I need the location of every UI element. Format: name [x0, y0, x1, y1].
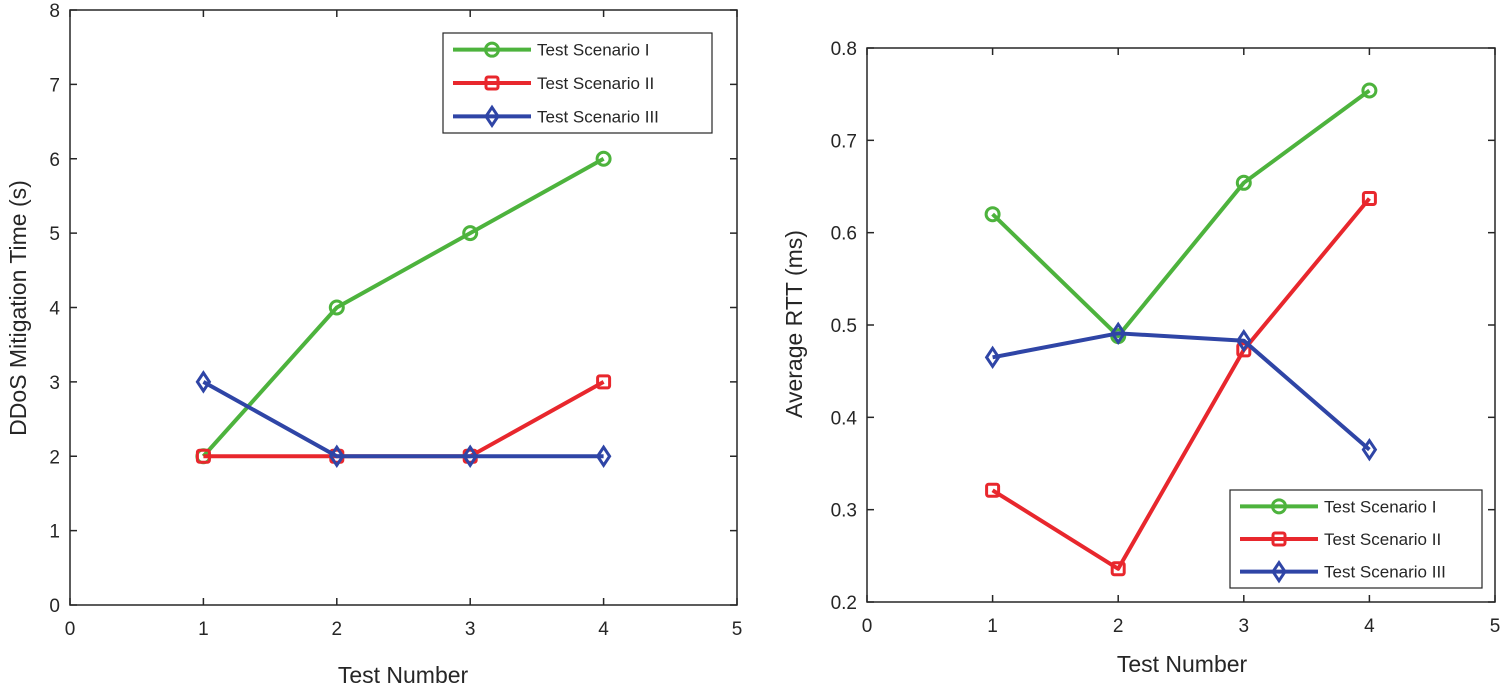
data-point	[1110, 321, 1127, 346]
x-tick-label: 3	[465, 619, 476, 640]
y-tick-label: 3	[49, 373, 60, 394]
data-point	[984, 345, 1001, 370]
x-tick-label: 0	[862, 616, 873, 637]
data-point	[195, 448, 211, 464]
x-tick-label: 4	[598, 619, 609, 640]
series-line	[201, 157, 605, 458]
x-tick-label: 5	[1490, 616, 1501, 637]
data-point	[1235, 174, 1252, 191]
data-point	[195, 370, 212, 394]
y-tick-label: 0.2	[831, 593, 857, 614]
y-tick-label: 1	[49, 522, 60, 543]
data-point	[1110, 561, 1126, 577]
legend-marker	[484, 75, 500, 91]
legend: Test Scenario I Test Scenario II Test Scen…	[442, 32, 713, 134]
y-tick-label: 4	[49, 299, 60, 320]
y-tick-label: 0.6	[831, 224, 857, 245]
y-tick-label: 8	[49, 1, 60, 22]
data-point	[984, 206, 1001, 223]
y-tick-label: 0.8	[831, 39, 857, 60]
legend-label: Test Scenario II	[537, 74, 654, 93]
y-tick-label: 0.4	[831, 408, 858, 429]
data-point	[328, 299, 345, 316]
series-2	[985, 191, 1377, 577]
data-point	[1361, 82, 1378, 99]
y-axis-label: Average RTT (ms)	[781, 230, 807, 418]
legend-label: Test Scenario I	[1324, 497, 1436, 516]
series-line	[202, 380, 604, 459]
data-point	[595, 150, 612, 167]
y-axis-label: DDoS Mitigation Time (s)	[5, 180, 31, 436]
y-tick-label: 0.5	[831, 316, 857, 337]
legend-marker	[484, 41, 500, 58]
chart-2: 0 1 2 3 4 5 0.2 0.3 0.4 0.5 0.6 0.7 0.8 Test Number Av…	[781, 39, 1500, 677]
data-point	[328, 444, 345, 468]
legend-marker	[1271, 498, 1287, 515]
series-line	[991, 88, 1371, 339]
series-line	[991, 197, 1371, 571]
x-axis-label: Test Number	[338, 662, 469, 687]
series-1	[984, 82, 1378, 345]
data-point	[985, 482, 1001, 498]
x-tick-label: 0	[65, 619, 76, 640]
y-tick-label: 0	[49, 596, 60, 617]
data-point	[1361, 437, 1378, 462]
data-point	[1236, 342, 1252, 358]
y-tick-label: 7	[49, 75, 60, 96]
data-point	[462, 444, 479, 468]
legend: Test Scenario I Test Scenario II Test Scen…	[1229, 489, 1483, 589]
series-3	[984, 321, 1378, 462]
x-tick-label: 4	[1364, 616, 1375, 637]
data-point	[1361, 191, 1377, 207]
legend-label: Test Scenario I	[537, 41, 649, 60]
legend-marker	[484, 104, 500, 129]
y-tick-label: 6	[49, 150, 60, 171]
legend-label: Test Scenario II	[1324, 530, 1441, 549]
legend-label: Test Scenario III	[537, 107, 659, 126]
legend-label: Test Scenario III	[1324, 563, 1446, 582]
y-tick-label: 0.3	[831, 501, 857, 522]
legend-marker	[1271, 559, 1287, 584]
y-tick-label: 5	[49, 224, 60, 245]
series-line	[992, 331, 1371, 452]
x-tick-label: 1	[198, 619, 209, 640]
series-3	[195, 370, 612, 468]
x-tick-label: 5	[732, 619, 743, 640]
data-point	[1235, 328, 1252, 353]
x-tick-label: 1	[987, 616, 998, 637]
x-axis-label: Test Number	[1117, 651, 1248, 677]
data-point	[596, 374, 612, 390]
y-tick-label: 0.7	[831, 131, 857, 152]
data-point	[462, 225, 479, 242]
y-tick-label: 2	[49, 447, 60, 468]
x-tick-label: 2	[332, 619, 343, 640]
data-point	[595, 444, 612, 468]
x-tick-label: 3	[1239, 616, 1250, 637]
chart-1: 0 1 2 3 4 5 0 1 2 3 4 5 6 7 8 Test Number DDoS Mitigatio…	[5, 1, 742, 687]
legend-marker	[1271, 531, 1287, 547]
x-tick-label: 2	[1113, 616, 1124, 637]
